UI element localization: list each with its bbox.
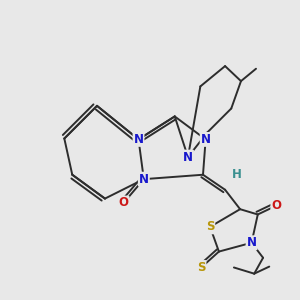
Text: S: S: [206, 220, 214, 233]
Text: N: N: [183, 151, 193, 164]
Text: S: S: [197, 261, 206, 274]
Text: O: O: [118, 196, 128, 209]
Text: N: N: [139, 172, 149, 186]
Text: N: N: [201, 133, 211, 146]
Text: H: H: [232, 168, 242, 181]
Text: N: N: [134, 133, 143, 146]
Text: N: N: [247, 236, 256, 249]
Text: O: O: [271, 199, 281, 212]
